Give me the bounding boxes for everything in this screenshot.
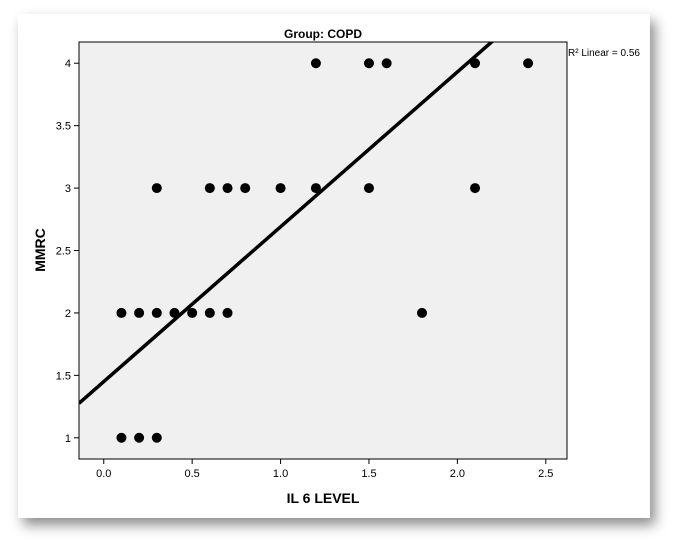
data-point-4 (134, 307, 145, 318)
y-axis-label: MMRC (32, 228, 48, 272)
data-point-10 (417, 307, 428, 318)
data-point-9 (222, 307, 233, 318)
data-point-19 (310, 58, 321, 69)
y-tick-label-1: 1.5 (56, 370, 71, 382)
data-point-6 (169, 307, 180, 318)
fit-label: R² Linear = 0.56 (568, 48, 640, 59)
y-tick-label-5: 3.5 (56, 121, 71, 133)
data-point-11 (151, 183, 162, 194)
fit-line (79, 42, 495, 405)
data-point-5 (151, 307, 162, 318)
data-point-0 (116, 432, 127, 443)
data-point-7 (187, 307, 198, 318)
x-axis-ticks: 0.0 0.5 1.0 1.5 2.0 2.5 (96, 459, 553, 480)
data-point-2 (151, 432, 162, 443)
data-point-17 (363, 183, 374, 194)
x-tick-label-1: 0.5 (185, 468, 200, 480)
x-tick-label-3: 1.5 (361, 468, 376, 480)
y-tick-label-2: 2 (65, 308, 71, 320)
data-point-15 (275, 183, 286, 194)
data-point-18 (470, 183, 481, 194)
x-tick-label-4: 2.0 (450, 468, 465, 480)
data-point-3 (116, 307, 127, 318)
data-point-13 (222, 183, 233, 194)
data-point-23 (523, 58, 534, 69)
data-point-12 (204, 183, 215, 194)
y-tick-label-3: 2.5 (56, 246, 71, 258)
fit-line-group (79, 42, 495, 405)
data-points (116, 58, 534, 443)
x-tick-label-0: 0.0 (96, 468, 111, 480)
y-tick-label-6: 4 (65, 58, 71, 70)
y-tick-label-0: 1 (65, 433, 71, 445)
data-point-14 (240, 183, 251, 194)
data-point-16 (310, 183, 321, 194)
data-point-21 (381, 58, 392, 69)
y-tick-label-4: 3 (65, 183, 71, 195)
data-point-20 (363, 58, 374, 69)
chart-title: Group: COPD (284, 27, 362, 41)
x-tick-label-5: 2.5 (538, 468, 553, 480)
x-axis-label: IL 6 LEVEL (287, 490, 360, 506)
x-tick-label-2: 1.0 (273, 468, 288, 480)
plot-area (78, 41, 568, 460)
data-point-22 (470, 58, 481, 69)
y-axis-ticks: 1 1.5 2 2.5 3 3.5 4 (56, 58, 79, 445)
data-point-1 (134, 432, 145, 443)
data-point-8 (204, 307, 215, 318)
